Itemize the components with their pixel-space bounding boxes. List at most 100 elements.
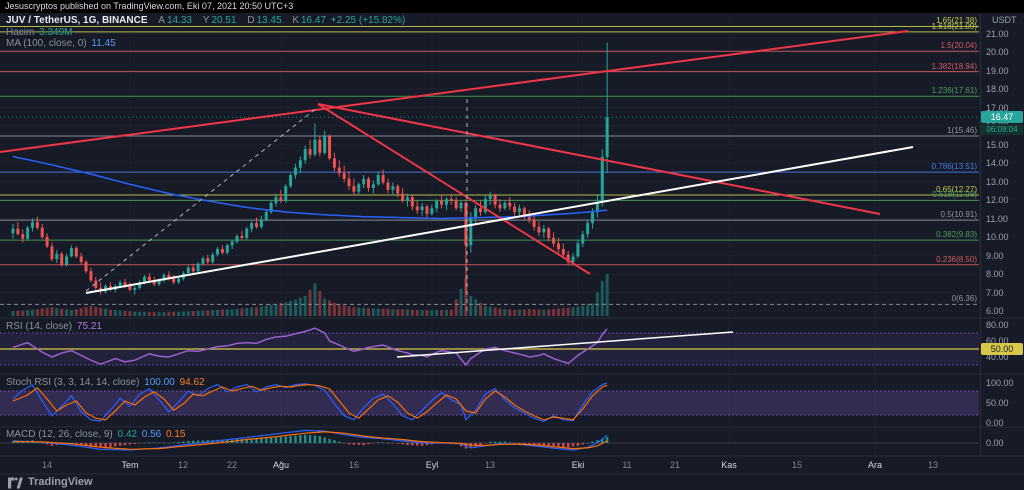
candle-body — [225, 245, 229, 253]
candle-body — [444, 199, 448, 205]
macd-hist-bar — [79, 443, 83, 446]
volume-bar — [595, 292, 599, 316]
macd-hist-value: 0.42 — [117, 429, 137, 440]
tradingview-logo-text[interactable]: TradingView — [28, 476, 93, 488]
high-value: 20.51 — [211, 15, 237, 26]
volume-bar — [21, 310, 25, 316]
volume-bar — [488, 306, 492, 316]
macd-hist-bar — [153, 442, 156, 443]
candle-body — [293, 167, 297, 176]
candle-body — [605, 117, 609, 157]
macd-hist-bar — [114, 443, 117, 447]
volume-bar — [147, 311, 151, 316]
volume-bar — [430, 310, 434, 316]
symbol-legend[interactable]: JUV / TetherUS, 1G, BINANCE A 14.33 Y 20.5… — [6, 15, 407, 26]
time-axis[interactable]: 14 Tem 12 22 Ağu 16 Eyl 13 Eki 11 21 Kas 15 Ara 13 — [0, 456, 1024, 474]
candle-body — [498, 204, 502, 209]
volume-bar — [50, 307, 54, 316]
candle-body — [454, 200, 458, 209]
volume-bar — [391, 309, 395, 316]
price-axis[interactable]: 21.0020.0019.0018.0017.0016.0015.0014.00… — [980, 13, 1024, 456]
candle-body — [449, 199, 453, 201]
tradingview-logo-icon[interactable] — [8, 476, 23, 489]
volume-bar — [289, 300, 293, 316]
macd-hist-bar — [333, 440, 336, 443]
volume-bar — [89, 305, 93, 316]
macd-hist-bar — [498, 441, 502, 443]
macd-hist-bar — [396, 443, 399, 444]
candle-body — [11, 228, 15, 234]
macd-hist-bar — [118, 443, 122, 446]
candle-body — [371, 184, 375, 188]
stoch-d-line — [12, 383, 608, 421]
volume-label: Hacim — [6, 27, 35, 38]
candle-body — [128, 286, 132, 290]
volume-bar — [84, 307, 88, 316]
rsi-legend[interactable]: RSI (14, close) 75.21 — [6, 321, 104, 332]
volume-legend[interactable]: Hacim 3.349M — [6, 27, 74, 38]
macd-hist-bar — [484, 443, 487, 444]
volume-bar — [293, 299, 297, 316]
candle-body — [298, 160, 302, 168]
macd-hist-bar — [274, 437, 278, 443]
macd-hist-bar — [591, 441, 594, 443]
macd-hist-bar — [523, 443, 526, 445]
candle-body — [55, 253, 59, 260]
candle-body — [396, 186, 400, 194]
candle-body — [381, 175, 385, 183]
macd-hist-bar — [338, 441, 341, 443]
volume-bar — [337, 304, 341, 316]
time-axis-label: 14 — [41, 460, 53, 470]
candle-body — [586, 223, 590, 235]
volume-bar — [274, 303, 278, 316]
candle-body — [201, 258, 205, 264]
volume-bar — [225, 309, 229, 316]
axis-tick: 50.00 — [986, 398, 1009, 408]
volume-bar — [376, 308, 380, 316]
volume-bar — [16, 310, 20, 316]
volume-bar — [328, 300, 332, 316]
last-price-badge: 16.47 — [981, 111, 1023, 123]
volume-bar — [420, 310, 424, 316]
candle-body — [167, 274, 171, 279]
candle-body — [284, 186, 288, 201]
candle-body — [211, 254, 215, 262]
candle-body — [591, 212, 595, 224]
open-value: 14.33 — [166, 15, 192, 26]
axis-tick: 40.00 — [986, 352, 1009, 362]
stoch-legend[interactable]: Stoch RSI (3, 3, 14, 14, close) 100.00 9… — [6, 377, 207, 388]
volume-bar — [576, 306, 580, 316]
candle-body — [157, 280, 161, 285]
volume-bar — [191, 311, 195, 316]
volume-bar — [245, 307, 249, 316]
time-axis-label: 11 — [622, 460, 632, 470]
volume-bar — [255, 307, 258, 316]
candle-body — [79, 256, 83, 262]
macd-hist-bar — [542, 443, 546, 447]
axis-tick: 12.00 — [986, 195, 1009, 205]
macd-hist-bar — [45, 443, 49, 445]
candle-body — [65, 256, 69, 265]
macd-hist-bar — [294, 435, 297, 443]
symbol-title[interactable]: JUV / TetherUS, 1G, BINANCE — [6, 15, 148, 26]
candle-body — [566, 254, 570, 262]
macd-hist-bar — [493, 441, 497, 443]
candle-body — [245, 228, 249, 238]
macd-hist-bar — [508, 442, 511, 443]
time-axis-label: 13 — [484, 460, 496, 470]
candle-body — [474, 208, 478, 218]
candle-body — [264, 212, 268, 220]
candle-body — [318, 139, 322, 153]
macd-hist-bar — [201, 440, 205, 443]
volume-bar — [332, 302, 336, 316]
candle-body — [177, 278, 181, 283]
candle-body — [342, 173, 346, 179]
macd-hist-bar — [571, 443, 575, 447]
volume-bar — [69, 310, 73, 316]
volume-bar — [571, 307, 575, 316]
macd-legend[interactable]: MACD (12, 26, close, 9) 0.42 0.56 0.15 — [6, 429, 187, 440]
ma-legend[interactable]: MA (100, close, 0) 11.45 — [6, 38, 118, 49]
candle-body — [191, 267, 195, 272]
